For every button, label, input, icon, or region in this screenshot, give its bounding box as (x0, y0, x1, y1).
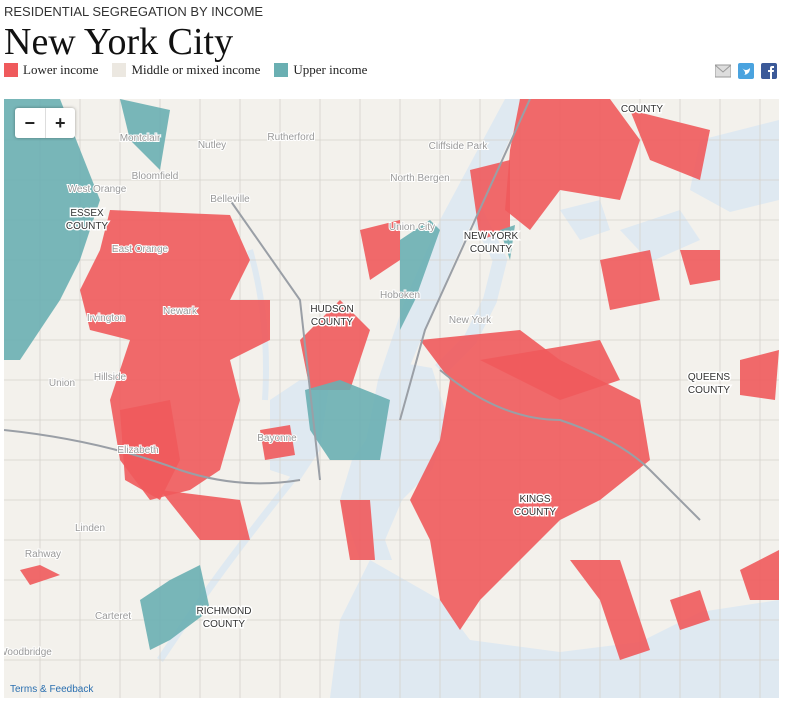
county-label: KINGS (519, 494, 550, 505)
place-label: Nutley (198, 140, 226, 151)
county-label: COUNTY (621, 104, 664, 115)
legend: Lower income Middle or mixed income Upper … (4, 62, 367, 78)
kicker: RESIDENTIAL SEGREGATION BY INCOME (4, 4, 264, 19)
place-label: New York (449, 315, 492, 326)
place-label: Union (49, 378, 75, 389)
zoom-out-button[interactable]: − (15, 108, 46, 138)
map: Montclair Nutley Rutherford Bloomfield West … (4, 99, 779, 698)
legend-item: Lower income (4, 62, 98, 78)
county-label: QUEENS (688, 372, 731, 383)
place-label: Union City (389, 222, 435, 233)
place-label: East Orange (112, 244, 169, 255)
county-label: HUDSON (310, 304, 353, 315)
twitter-icon[interactable] (738, 63, 754, 79)
lower-income-tracts (20, 99, 779, 660)
zoom-in-button[interactable]: + (54, 113, 66, 133)
place-label: North Bergen (390, 173, 449, 184)
county-label: COUNTY (311, 317, 354, 328)
zoom-control: − + (15, 108, 75, 138)
terms-link[interactable]: Terms & Feedback (10, 684, 94, 695)
legend-item: Middle or mixed income (112, 62, 260, 78)
legend-item: Upper income (274, 62, 367, 78)
place-label: Irvington (87, 313, 125, 324)
county-label: COUNTY (66, 221, 109, 232)
facebook-icon[interactable] (761, 63, 777, 79)
county-label: COUNTY (470, 244, 513, 255)
legend-label: Middle or mixed income (131, 62, 261, 77)
legend-swatch (4, 63, 18, 77)
place-label: West Orange (68, 184, 127, 195)
place-label: Carteret (95, 611, 131, 622)
county-label: COUNTY (203, 619, 246, 630)
place-label: Linden (75, 523, 105, 534)
county-borders (4, 99, 701, 521)
place-label: Rahway (25, 549, 61, 560)
place-label: Bloomfield (132, 171, 179, 182)
place-label: Rutherford (267, 132, 314, 143)
place-label: Elizabeth (117, 445, 158, 456)
legend-label: Lower income (23, 62, 99, 77)
county-label: NEW YORK (464, 231, 519, 242)
place-label: Hillside (94, 372, 127, 383)
county-label: ESSEX (70, 208, 104, 219)
legend-swatch (274, 63, 289, 77)
upper-income-tracts (4, 99, 515, 650)
legend-swatch (112, 63, 127, 77)
place-label: Hoboken (380, 290, 420, 301)
county-label: COUNTY (514, 507, 557, 518)
place-label: Bayonne (257, 433, 297, 444)
legend-label: Upper income (293, 62, 368, 77)
title: New York City (4, 21, 234, 63)
place-label: Montclair (120, 133, 161, 144)
place-label: Woodbridge (4, 647, 52, 658)
county-label: RICHMOND (197, 606, 252, 617)
county-label: COUNTY (688, 385, 731, 396)
place-label: Newark (163, 306, 198, 317)
place-label: Belleville (210, 194, 250, 205)
place-label: Cliffside Park (429, 141, 489, 152)
email-icon[interactable] (715, 63, 731, 79)
